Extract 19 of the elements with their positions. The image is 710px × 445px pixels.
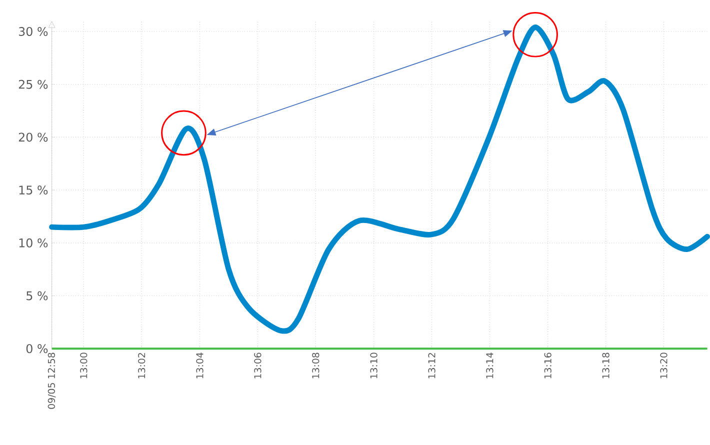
x-tick-label: 13:04	[196, 352, 204, 378]
x-tick-label: 13:18	[602, 352, 610, 378]
x-tick-label: 09/05 12:58	[48, 352, 56, 409]
x-tick-label: 13:08	[312, 352, 320, 378]
y-tick-label: 30 %	[18, 26, 48, 36]
x-tick-label: 13:20	[660, 352, 668, 378]
y-tick-label: 15 %	[19, 185, 48, 194]
x-tick-label: 13:02	[138, 352, 146, 378]
y-tick-label: 20 %	[18, 132, 48, 142]
x-tick-label: 13:12	[428, 352, 436, 378]
x-tick-label: 13:16	[544, 352, 552, 378]
x-tick-label: 13:00	[80, 352, 88, 378]
y-tick-label: 10 %	[19, 238, 48, 248]
y-tick-label: 5 %	[26, 291, 48, 300]
y-tick-label: 0 %	[26, 344, 48, 354]
x-tick-label: 13:06	[254, 352, 262, 378]
x-tick-label: 13:14	[486, 352, 494, 378]
y-tick-label: 25 %	[18, 80, 48, 89]
x-tick-label: 13:10	[370, 352, 378, 378]
